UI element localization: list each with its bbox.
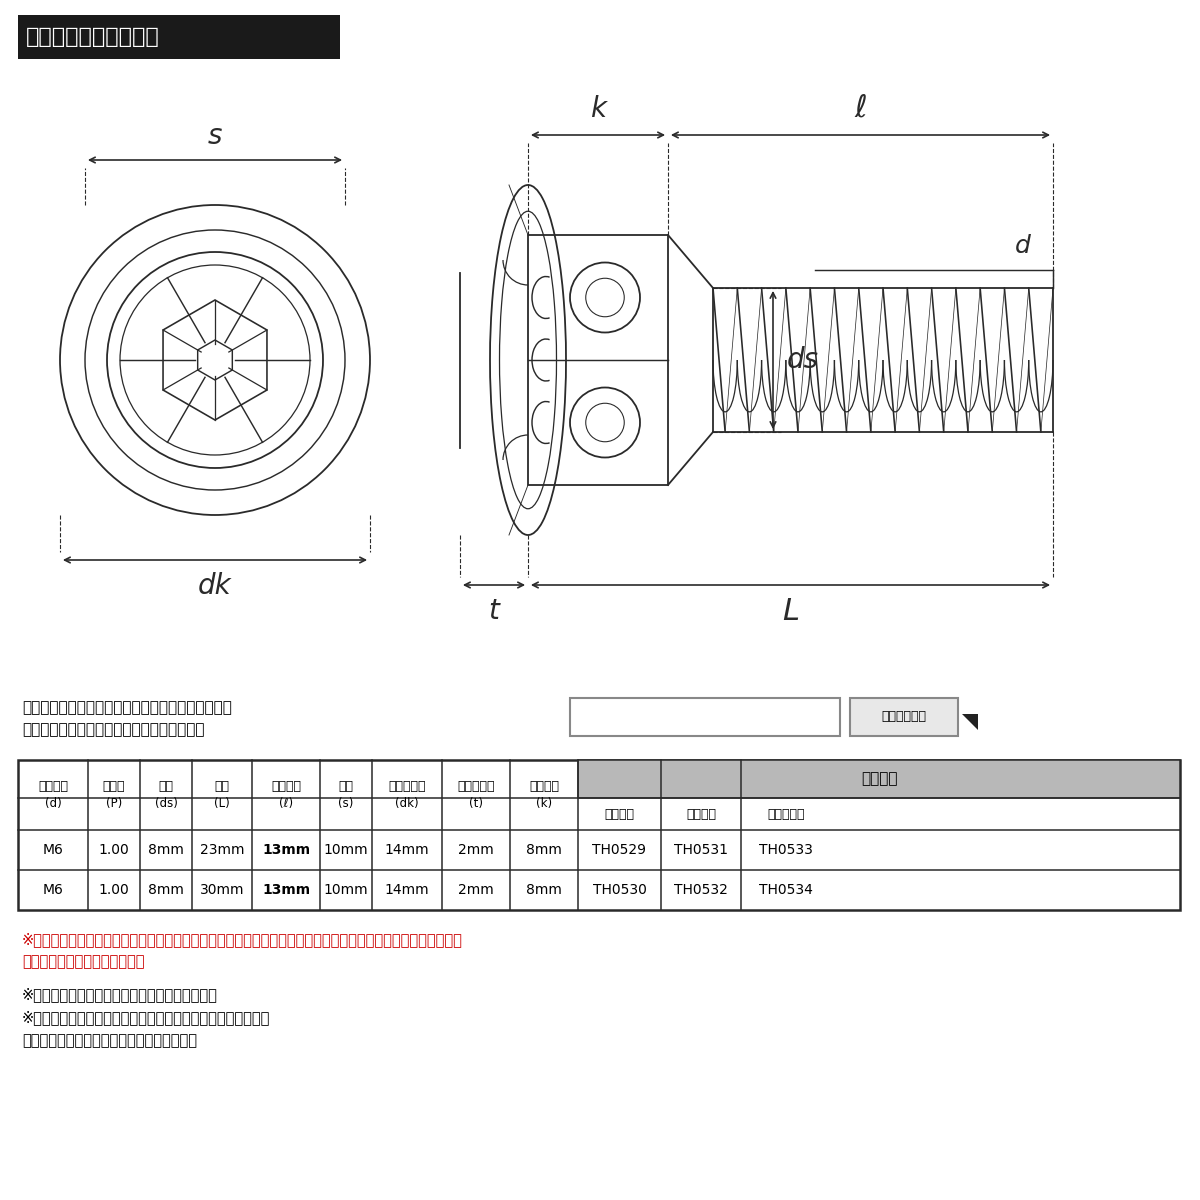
Text: (t): (t) bbox=[469, 798, 482, 810]
Text: M6: M6 bbox=[42, 883, 64, 898]
Text: TH0529: TH0529 bbox=[593, 842, 647, 857]
Text: 14mm: 14mm bbox=[385, 883, 430, 898]
Text: ネジ長さ: ネジ長さ bbox=[271, 780, 301, 793]
FancyBboxPatch shape bbox=[18, 14, 340, 59]
Text: t: t bbox=[488, 596, 499, 625]
Text: 長さ: 長さ bbox=[215, 780, 229, 793]
Text: (ds): (ds) bbox=[155, 798, 178, 810]
Text: ℓ: ℓ bbox=[854, 94, 866, 122]
Text: 8mm: 8mm bbox=[148, 883, 184, 898]
Text: (P): (P) bbox=[106, 798, 122, 810]
Text: 1.00: 1.00 bbox=[98, 842, 130, 857]
Text: dk: dk bbox=[198, 572, 232, 600]
Text: TH0531: TH0531 bbox=[674, 842, 728, 857]
Text: 8mm: 8mm bbox=[148, 842, 184, 857]
Text: 10mm: 10mm bbox=[324, 842, 368, 857]
Text: ネジ呼び: ネジ呼び bbox=[38, 780, 68, 793]
Text: 8mm: 8mm bbox=[526, 883, 562, 898]
Text: 10mm: 10mm bbox=[324, 883, 368, 898]
Text: ※在庫管理等の都合上、ご購入後の商品の変更は出来ません。: ※在庫管理等の都合上、ご購入後の商品の変更は出来ません。 bbox=[22, 1010, 270, 1025]
Text: ストア内検索に商品番号を入力していただけますと: ストア内検索に商品番号を入力していただけますと bbox=[22, 700, 232, 715]
Text: d: d bbox=[1015, 234, 1031, 258]
Text: 8mm: 8mm bbox=[526, 842, 562, 857]
Text: シルバー: シルバー bbox=[605, 808, 635, 821]
Text: フランジ径: フランジ径 bbox=[389, 780, 426, 793]
Text: TH0530: TH0530 bbox=[593, 883, 647, 898]
Text: M6: M6 bbox=[42, 842, 64, 857]
Text: ピッチ: ピッチ bbox=[103, 780, 125, 793]
Text: (s): (s) bbox=[338, 798, 354, 810]
Text: 頭部高さ: 頭部高さ bbox=[529, 780, 559, 793]
Text: (dk): (dk) bbox=[395, 798, 419, 810]
Text: 平径: 平径 bbox=[338, 780, 354, 793]
Text: 13mm: 13mm bbox=[262, 842, 310, 857]
Text: 13mm: 13mm bbox=[262, 883, 310, 898]
Text: (ℓ): (ℓ) bbox=[278, 798, 293, 810]
Text: ストア内検索: ストア内検索 bbox=[882, 710, 926, 724]
Text: 当店品番: 当店品番 bbox=[860, 772, 898, 786]
Text: ds: ds bbox=[787, 346, 820, 374]
Text: お探しの商品に素早くアクセスができます。: お探しの商品に素早くアクセスができます。 bbox=[22, 722, 204, 737]
Text: 14mm: 14mm bbox=[385, 842, 430, 857]
Text: ※記載のサイズは平均値です。手作業で制作しておりますので、サイズやカラーに若干の個体差がございます。: ※記載のサイズは平均値です。手作業で制作しておりますので、サイズやカラーに若干の… bbox=[22, 932, 463, 947]
Text: ※個体差により着色が異なる場合がございます。: ※個体差により着色が異なる場合がございます。 bbox=[22, 986, 218, 1002]
Text: 2mm: 2mm bbox=[458, 883, 494, 898]
Text: L: L bbox=[782, 596, 799, 626]
Text: フランジ厚: フランジ厚 bbox=[457, 780, 494, 793]
FancyBboxPatch shape bbox=[578, 760, 1180, 798]
Text: (d): (d) bbox=[44, 798, 61, 810]
Text: (k): (k) bbox=[536, 798, 552, 810]
Text: TH0532: TH0532 bbox=[674, 883, 728, 898]
Text: s: s bbox=[208, 122, 222, 150]
FancyBboxPatch shape bbox=[570, 698, 840, 736]
Text: ご理解の上、ご購入下さい。: ご理解の上、ご購入下さい。 bbox=[22, 954, 144, 970]
Polygon shape bbox=[962, 714, 978, 730]
Text: TH0534: TH0534 bbox=[760, 883, 812, 898]
Text: (L): (L) bbox=[214, 798, 230, 810]
Text: 軸径: 軸径 bbox=[158, 780, 174, 793]
Text: ゴールド: ゴールド bbox=[686, 808, 716, 821]
Text: 2mm: 2mm bbox=[458, 842, 494, 857]
FancyBboxPatch shape bbox=[850, 698, 958, 736]
Text: TH0533: TH0533 bbox=[760, 842, 812, 857]
Text: 焼きチタン: 焼きチタン bbox=[767, 808, 805, 821]
Text: 1.00: 1.00 bbox=[98, 883, 130, 898]
Text: 30mm: 30mm bbox=[199, 883, 245, 898]
Text: k: k bbox=[590, 95, 606, 122]
Text: 23mm: 23mm bbox=[199, 842, 245, 857]
Text: ラインアップ＆サイズ: ラインアップ＆サイズ bbox=[26, 26, 160, 47]
Text: ご購入前に必ずご確認をお願い致します。: ご購入前に必ずご確認をお願い致します。 bbox=[22, 1033, 197, 1048]
